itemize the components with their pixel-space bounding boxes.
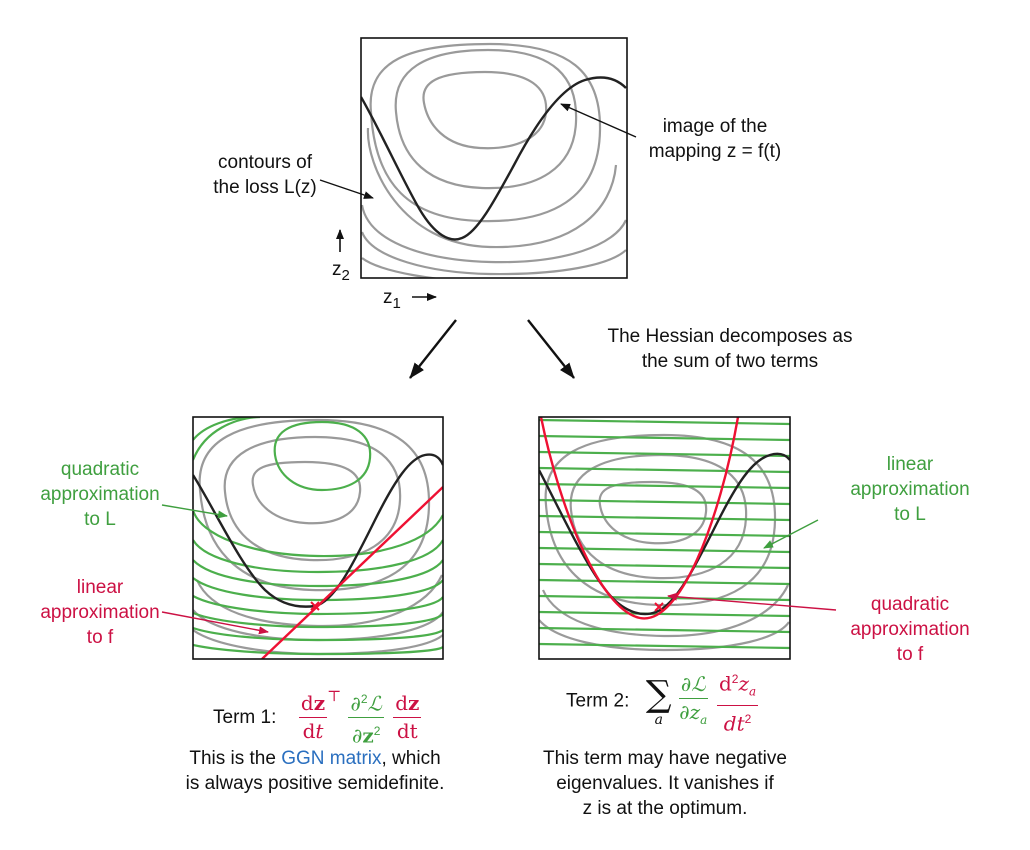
term1-dz-dt-frac-2: dz dt <box>393 691 422 744</box>
sum-symbol: ∑ a <box>645 673 672 728</box>
right-panel-plot <box>539 417 790 652</box>
quadratic-to-L-arrow <box>161 504 228 519</box>
left-linear-line-3: to f <box>86 627 114 648</box>
z2-subscript: 2 <box>341 266 350 284</box>
z2-axis-label: z2 <box>332 257 350 288</box>
quadratic-approx-curve <box>539 417 740 620</box>
right-quadratic-line-2: approximation <box>850 619 970 640</box>
contours-label-line-2: the loss L(z) <box>213 177 317 198</box>
left-panel-frame <box>192 416 444 660</box>
top-panel-frame <box>360 37 628 279</box>
decompose-arrow-right <box>527 319 575 379</box>
contours-arrow <box>319 179 374 199</box>
image-label: image of the mapping z = f(t) <box>630 114 800 164</box>
term2-description: This term may have negative eigenvalues.… <box>515 746 815 821</box>
term1-desc-part-3: , which <box>381 748 441 769</box>
term1-description-line-2: is always positive semidefinite. <box>185 773 445 794</box>
left-quadratic-line-1: quadratic <box>60 459 140 480</box>
right-quadratic-line-1: quadratic <box>870 594 950 615</box>
contours-label: contours of the loss L(z) <box>190 150 340 200</box>
hessian-note-line-1: The Hessian decomposes as <box>607 326 853 347</box>
mapping-curve <box>361 76 627 241</box>
right-panel-frame <box>538 416 791 660</box>
left-linear-line-1: linear <box>76 577 124 598</box>
z1-axis-label: z1 <box>383 285 401 316</box>
term2-dL-dz-frac: ∂ℒ ∂za <box>678 671 708 727</box>
term1-description-line-1: This is the GGN matrix, which <box>150 746 480 771</box>
term2-description-line-2: eigenvalues. It vanishes if <box>556 773 774 794</box>
image-label-line-1: image of the <box>662 116 768 137</box>
left-panel-plot <box>193 417 443 659</box>
quadratic-approx-contours <box>193 417 443 656</box>
right-quadratic-label: quadratic approximation to f <box>825 592 995 667</box>
image-label-line-2: mapping z = f(t) <box>648 141 782 162</box>
term2-description-line-1: This term may have negative <box>543 748 787 769</box>
ggn-matrix-link[interactable]: GGN matrix <box>281 748 382 769</box>
left-linear-line-2: approximation <box>40 602 160 623</box>
term2-formula: Term 2: ∑ a ∂ℒ ∂za d2za dt2 <box>566 666 760 735</box>
quadratic-to-f-arrow <box>667 592 837 611</box>
z1-subscript: 1 <box>392 294 401 312</box>
top-panel-plot <box>361 42 627 278</box>
right-linear-line-2: approximation <box>850 479 970 500</box>
right-linear-line-1: linear <box>886 454 934 475</box>
left-mapping-curve <box>193 453 443 608</box>
z1-letter: z <box>383 287 393 308</box>
term2-description-line-3: z is at the optimum. <box>582 798 748 819</box>
term1-d2L-frac: ∂2ℒ ∂z2 <box>348 686 384 750</box>
contours-label-line-1: contours of <box>218 152 312 173</box>
loss-contours <box>361 42 627 278</box>
hessian-note-line-2: the sum of two terms <box>641 351 819 372</box>
linear-approx-line <box>261 486 443 659</box>
term1-dz-dt-frac: dz dt <box>298 691 328 744</box>
left-linear-label: linear approximation to f <box>20 575 180 650</box>
image-arrow <box>560 103 637 138</box>
linear-approx-contours <box>539 418 790 650</box>
right-linear-line-3: to L <box>894 504 926 525</box>
term1-formula: Term 1: dz dt ⊤ ∂2ℒ ∂z2 dz dt <box>213 666 423 748</box>
right-loss-contours <box>539 433 790 652</box>
left-quadratic-line-3: to L <box>84 509 116 530</box>
left-tangent-point <box>310 601 320 611</box>
term1-desc-part-1: This is the <box>189 748 282 769</box>
term1-description: This is the GGN matrix, which is always … <box>150 746 480 796</box>
linear-to-L-arrow <box>763 519 819 549</box>
term1-label: Term 1: <box>213 707 277 728</box>
term2-d2z-dt2-frac: d2za dt2 <box>716 666 759 737</box>
term2-label: Term 2: <box>566 690 630 712</box>
hessian-note: The Hessian decomposes as the sum of two… <box>580 324 880 374</box>
left-quadratic-line-2: approximation <box>40 484 160 505</box>
decompose-arrow-left <box>409 319 457 379</box>
linear-to-f-arrow <box>161 611 269 635</box>
left-quadratic-label: quadratic approximation to L <box>20 457 180 532</box>
right-linear-label: linear approximation to L <box>825 452 995 527</box>
transpose-symbol: ⊤ <box>327 687 342 705</box>
right-quadratic-line-3: to f <box>896 644 924 665</box>
left-loss-contours <box>193 418 443 656</box>
z2-letter: z <box>332 259 342 280</box>
right-tangent-point <box>654 602 664 612</box>
